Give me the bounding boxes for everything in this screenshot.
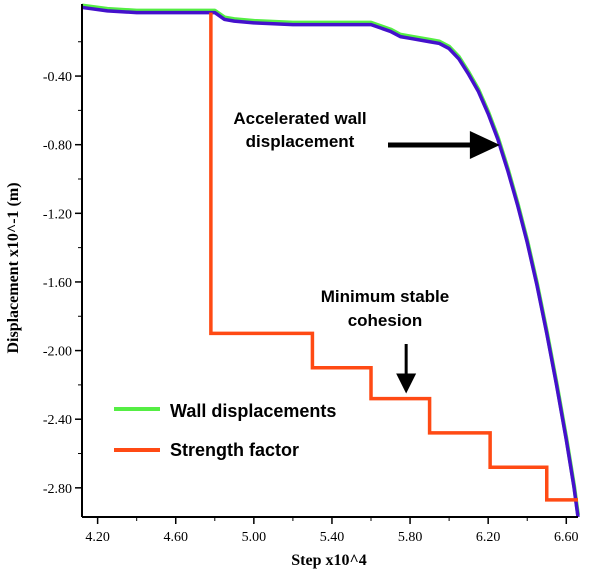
wall-displacement-line-green <box>81 3 580 516</box>
x-tick-label: 4.20 <box>85 530 110 545</box>
legend-label-wall-displacements: Wall displacements <box>170 401 336 421</box>
y-tick-label: -2.80 <box>43 482 72 497</box>
legend-label-strength-factor: Strength factor <box>170 440 299 460</box>
x-tick-label: 6.60 <box>554 530 579 545</box>
annotation-cohesion-line2: cohesion <box>348 311 423 330</box>
strength-factor-line <box>209 12 578 502</box>
x-axis-title: Step x10^4 <box>291 552 367 569</box>
wall-displacement-line <box>81 5 580 518</box>
x-tick-label: 5.00 <box>242 530 267 545</box>
annotation-accelerated-arrow-head <box>469 130 500 159</box>
annotation-accelerated-line2: displacement <box>246 132 355 151</box>
y-tick-label: -2.00 <box>43 345 72 360</box>
axes-layer: 4.20 4.60 5.00 5.40 5.80 6.20 6.60 -0.40 -0.80 -1… <box>43 4 579 545</box>
annotation-layer: Accelerated wall displacement Minimum stab… <box>233 109 500 394</box>
annotation-cohesion-line1: Minimum stable <box>321 287 449 306</box>
legend: Wall displacements Strength factor <box>114 401 336 460</box>
annotation-cohesion-arrow-head <box>396 373 417 394</box>
x-tick-label: 4.60 <box>163 530 188 545</box>
y-tick-label: -0.80 <box>43 139 72 154</box>
y-tick-label: -1.60 <box>43 276 72 291</box>
y-axis-title: Displacement x10^-1 (m) <box>5 182 22 353</box>
x-tick-label: 5.40 <box>320 530 345 545</box>
y-tick-label: -1.20 <box>43 207 72 222</box>
x-tick-label: 5.80 <box>398 530 423 545</box>
y-tick-label: -2.40 <box>43 413 72 428</box>
y-tick-label: -0.40 <box>43 70 72 85</box>
x-tick-label: 6.20 <box>476 530 501 545</box>
series-layer <box>81 3 580 518</box>
annotation-accelerated-line1: Accelerated wall <box>233 109 366 128</box>
